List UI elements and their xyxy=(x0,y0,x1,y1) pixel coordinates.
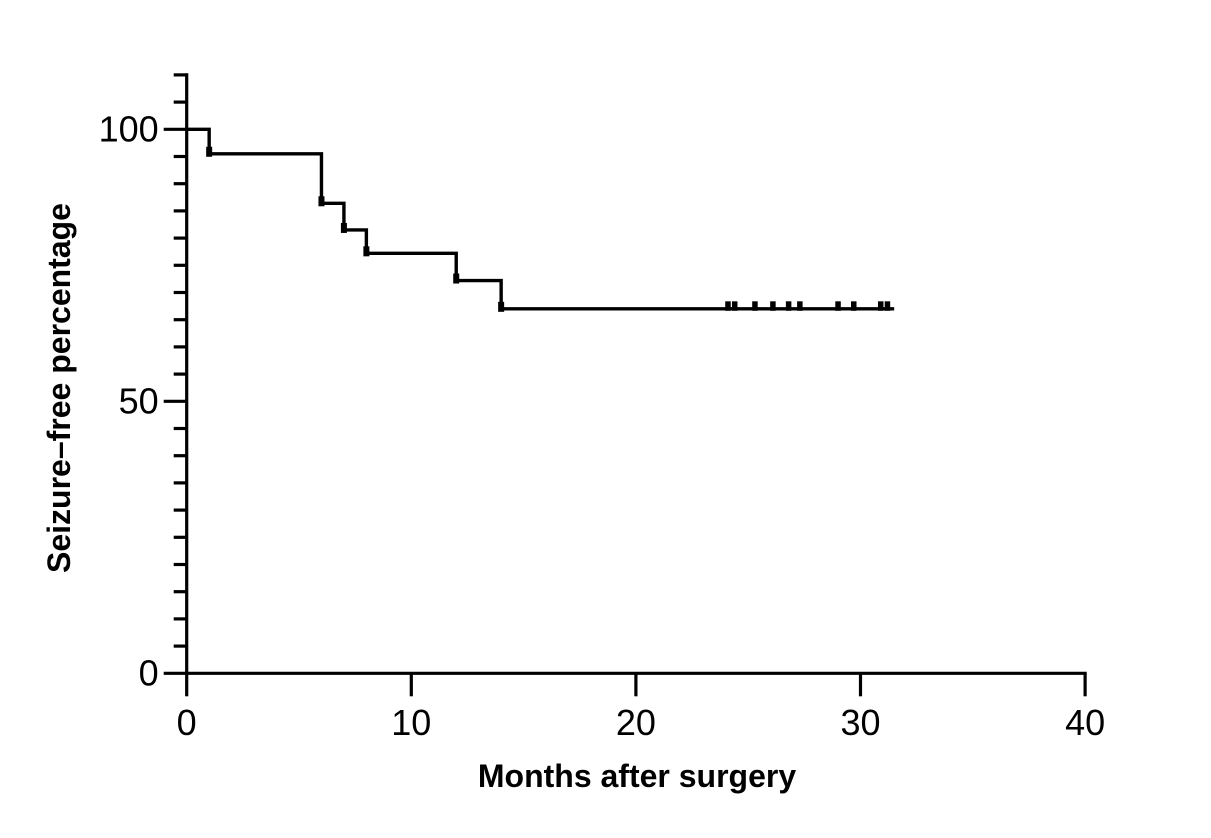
censor-tick xyxy=(731,301,738,311)
censor-tick xyxy=(785,301,792,311)
x-tick-label: 40 xyxy=(1065,702,1105,743)
y-tick-label: 50 xyxy=(119,380,159,421)
x-axis-title: Months after surgery xyxy=(478,758,796,794)
tick-labels: 0 50 100 0 10 20 30 40 xyxy=(99,108,1106,743)
y-axis-title: Seizure–free percentage xyxy=(41,203,77,573)
km-curve-group xyxy=(186,127,895,312)
axes xyxy=(163,73,1087,697)
event-marker xyxy=(453,273,460,284)
y-tick-label: 100 xyxy=(99,108,159,149)
event-marker xyxy=(498,301,505,312)
x-tick-label: 0 xyxy=(177,702,197,743)
censor-tick xyxy=(797,301,803,311)
censor-tick xyxy=(851,301,857,311)
event-marker xyxy=(318,196,325,207)
censor-tick xyxy=(884,301,891,311)
event-marker xyxy=(340,222,347,233)
censor-tick xyxy=(725,301,731,311)
censor-tick xyxy=(752,301,758,311)
censor-tick xyxy=(835,301,841,311)
censor-tick xyxy=(770,301,776,311)
censor-tick xyxy=(877,301,884,311)
km-curve xyxy=(186,127,895,311)
x-tick-label: 10 xyxy=(391,702,431,743)
event-marker xyxy=(363,246,370,257)
event-marker xyxy=(206,146,213,157)
x-tick-label: 30 xyxy=(840,702,880,743)
y-tick-label: 0 xyxy=(139,652,159,693)
x-tick-label: 20 xyxy=(616,702,656,743)
